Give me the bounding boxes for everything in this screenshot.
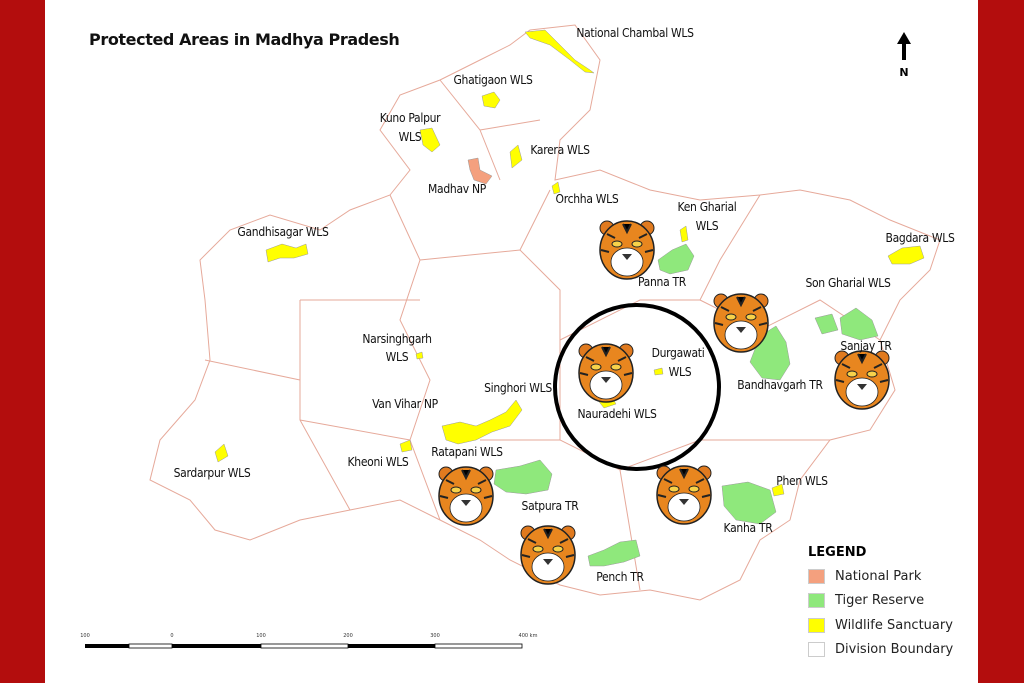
durgawati-wls (653, 367, 664, 376)
legend-label: Division Boundary (835, 642, 954, 658)
legend-heading: LEGEND (808, 545, 867, 560)
legend-label: National Park (835, 568, 922, 584)
legend-swatch (808, 568, 825, 584)
label-ghatigaon: Ghatigaon WLS (453, 73, 533, 87)
satpura-tr (493, 459, 553, 495)
legend: LEGEND National Park Tiger Reserve Wildl… (808, 545, 953, 662)
scale-tick: 200 (343, 633, 353, 639)
legend-label: Wildlife Sanctuary (835, 617, 953, 633)
scale-bar (85, 643, 523, 649)
label-ken-2: WLS (695, 219, 719, 233)
bagdara-wls (887, 245, 925, 265)
label-son-gharial: Son Gharial WLS (805, 276, 891, 290)
label-kuno-2: WLS (398, 130, 422, 144)
kanha-tr (721, 481, 777, 525)
scale-segment (172, 644, 261, 648)
label-nauradehi: Nauradehi WLS (577, 407, 657, 421)
label-karera: Karera WLS (530, 143, 590, 157)
division-boundary (439, 79, 541, 181)
label-bandhavgarh: Bandhavgarh TR (737, 378, 823, 392)
legend-swatch (808, 593, 825, 609)
map-title: Protected Areas in Madhya Pradesh (89, 30, 400, 49)
tiger-face-icon (578, 343, 634, 403)
tiger-face-icon (520, 525, 576, 585)
highlight-circle (553, 303, 721, 471)
madhav-np (467, 157, 493, 185)
label-satpura: Satpura TR (521, 499, 579, 513)
tiger-face-icon (834, 350, 890, 410)
tiger-face-icon (599, 220, 655, 280)
north-label: N (899, 66, 909, 79)
tiger-face-icon (438, 466, 494, 526)
legend-swatch (808, 642, 825, 658)
sardarpur-wls (214, 443, 229, 463)
orchha-wls (551, 181, 561, 195)
legend-swatch (808, 617, 825, 633)
label-sardarpur: Sardarpur WLS (173, 466, 251, 480)
legend-item-wildlife-sanctuary: Wildlife Sanctuary (808, 613, 953, 638)
sanjay-tr (814, 307, 879, 341)
scale-tick: 100 (256, 633, 266, 639)
scale-segment (260, 643, 349, 649)
scale-tick: 0 (170, 633, 174, 639)
label-narsinghgarh-1: Narsinghgarh (362, 332, 432, 346)
ratapani-singhori-wls (441, 399, 523, 445)
ken-gharial-wls (679, 225, 689, 243)
label-kheoni: Kheoni WLS (347, 455, 409, 469)
karera-wls (509, 144, 523, 169)
label-narsinghgarh-2: WLS (385, 350, 409, 364)
ghatigaon-wls (481, 91, 501, 109)
phen-wls (771, 483, 785, 497)
label-madhav: Madhav NP (428, 182, 486, 196)
label-pench: Pench TR (596, 570, 644, 584)
scale-segment (348, 644, 435, 648)
legend-item-national-park: National Park (808, 564, 953, 589)
north-arrow-icon (897, 32, 911, 60)
pench-tr (587, 539, 641, 567)
scale-segment (128, 643, 173, 649)
label-phen: Phen WLS (776, 474, 828, 488)
label-durgawati-2: WLS (668, 365, 692, 379)
legend-label: Tiger Reserve (835, 593, 925, 609)
national-chambal-wls (524, 29, 595, 74)
north-arrow: N (892, 30, 916, 79)
scale-tick: 100 (80, 633, 90, 639)
label-orchha: Orchha WLS (555, 192, 619, 206)
legend-item-division-boundary: Division Boundary (808, 638, 953, 663)
label-national-chambal: National Chambal WLS (576, 26, 694, 40)
label-durgawati-1: Durgawati (651, 346, 705, 360)
scale-tick: 400 km (518, 633, 538, 639)
label-gandhisagar: Gandhisagar WLS (237, 225, 329, 239)
scale-segment (85, 644, 129, 648)
protected-areas (214, 29, 925, 567)
scale-tick: 300 (430, 633, 440, 639)
label-panna: Panna TR (637, 275, 687, 289)
label-kuno-1: Kuno Palpur (379, 111, 441, 125)
gandhisagar-wls (265, 243, 309, 263)
panna-tr (657, 243, 695, 275)
label-sanjay: Sanjay TR (840, 339, 892, 353)
label-ken-1: Ken Gharial (677, 200, 737, 214)
label-ratapani: Ratapani WLS (431, 445, 503, 459)
kuno-palpur-wls (419, 127, 441, 153)
legend-item-tiger-reserve: Tiger Reserve (808, 589, 953, 614)
scale-segment (434, 643, 523, 649)
division-boundary (204, 189, 881, 591)
kheoni-wls (399, 439, 413, 453)
narsinghgarh-wls (415, 351, 424, 360)
tiger-face-icon (713, 293, 769, 353)
label-bagdara: Bagdara WLS (885, 231, 955, 245)
label-van-vihar: Van Vihar NP (372, 397, 438, 411)
label-kanha: Kanha TR (723, 521, 773, 535)
label-singhori: Singhori WLS (484, 381, 552, 395)
tiger-face-icon (656, 465, 712, 525)
